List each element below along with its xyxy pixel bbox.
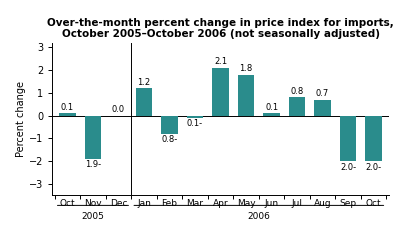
- Text: 1.8: 1.8: [239, 64, 253, 73]
- Text: 2005: 2005: [81, 212, 104, 221]
- Text: Mar: Mar: [186, 198, 204, 208]
- Text: 2.0-: 2.0-: [340, 163, 356, 172]
- Text: 2.1: 2.1: [214, 57, 227, 66]
- Text: 0.1: 0.1: [61, 103, 74, 112]
- Bar: [59, 113, 76, 116]
- Text: 0.1-: 0.1-: [187, 119, 203, 129]
- Bar: [289, 97, 306, 116]
- Text: May: May: [237, 198, 255, 208]
- Text: Sep: Sep: [340, 198, 357, 208]
- Bar: [314, 100, 331, 116]
- Text: Oct: Oct: [366, 198, 381, 208]
- Text: 1.9-: 1.9-: [85, 160, 101, 169]
- Text: 0.8-: 0.8-: [161, 135, 178, 144]
- Bar: [263, 113, 280, 116]
- Text: 0.7: 0.7: [316, 89, 329, 98]
- Text: Jun: Jun: [265, 198, 279, 208]
- Text: 2006: 2006: [247, 212, 270, 221]
- Text: Oct: Oct: [60, 198, 75, 208]
- Text: 2.0-: 2.0-: [366, 163, 382, 172]
- Bar: [187, 116, 203, 118]
- Bar: [212, 68, 229, 116]
- Text: Feb: Feb: [162, 198, 178, 208]
- Text: Nov: Nov: [84, 198, 102, 208]
- Text: 0.0: 0.0: [112, 105, 125, 114]
- Text: Dec: Dec: [110, 198, 127, 208]
- Bar: [161, 116, 178, 134]
- Bar: [85, 116, 101, 159]
- Bar: [136, 88, 152, 116]
- Y-axis label: Percent change: Percent change: [16, 81, 26, 157]
- Text: Aug: Aug: [314, 198, 332, 208]
- Text: Jul: Jul: [292, 198, 303, 208]
- Title: Over-the-month percent change in price index for imports,
October 2005–October 2: Over-the-month percent change in price i…: [47, 18, 394, 39]
- Text: Apr: Apr: [213, 198, 228, 208]
- Text: 0.8: 0.8: [290, 87, 304, 96]
- Bar: [365, 116, 382, 161]
- Text: Jan: Jan: [137, 198, 151, 208]
- Text: 0.1: 0.1: [265, 103, 278, 112]
- Bar: [238, 75, 254, 116]
- Bar: [340, 116, 356, 161]
- Text: 1.2: 1.2: [138, 78, 150, 87]
